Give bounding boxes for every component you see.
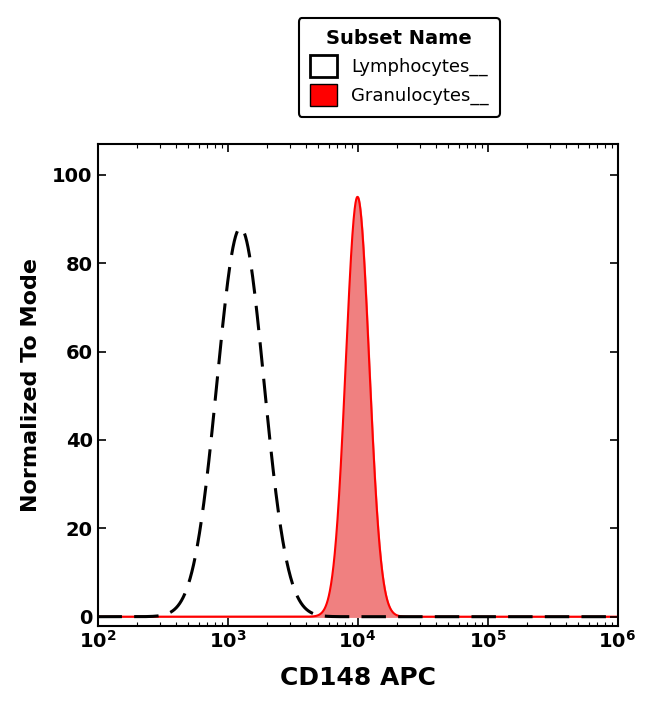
Y-axis label: Normalized To Mode: Normalized To Mode <box>21 257 41 512</box>
X-axis label: CD148 APC: CD148 APC <box>280 667 436 690</box>
Legend: Lymphocytes__, Granulocytes__: Lymphocytes__, Granulocytes__ <box>299 18 499 117</box>
